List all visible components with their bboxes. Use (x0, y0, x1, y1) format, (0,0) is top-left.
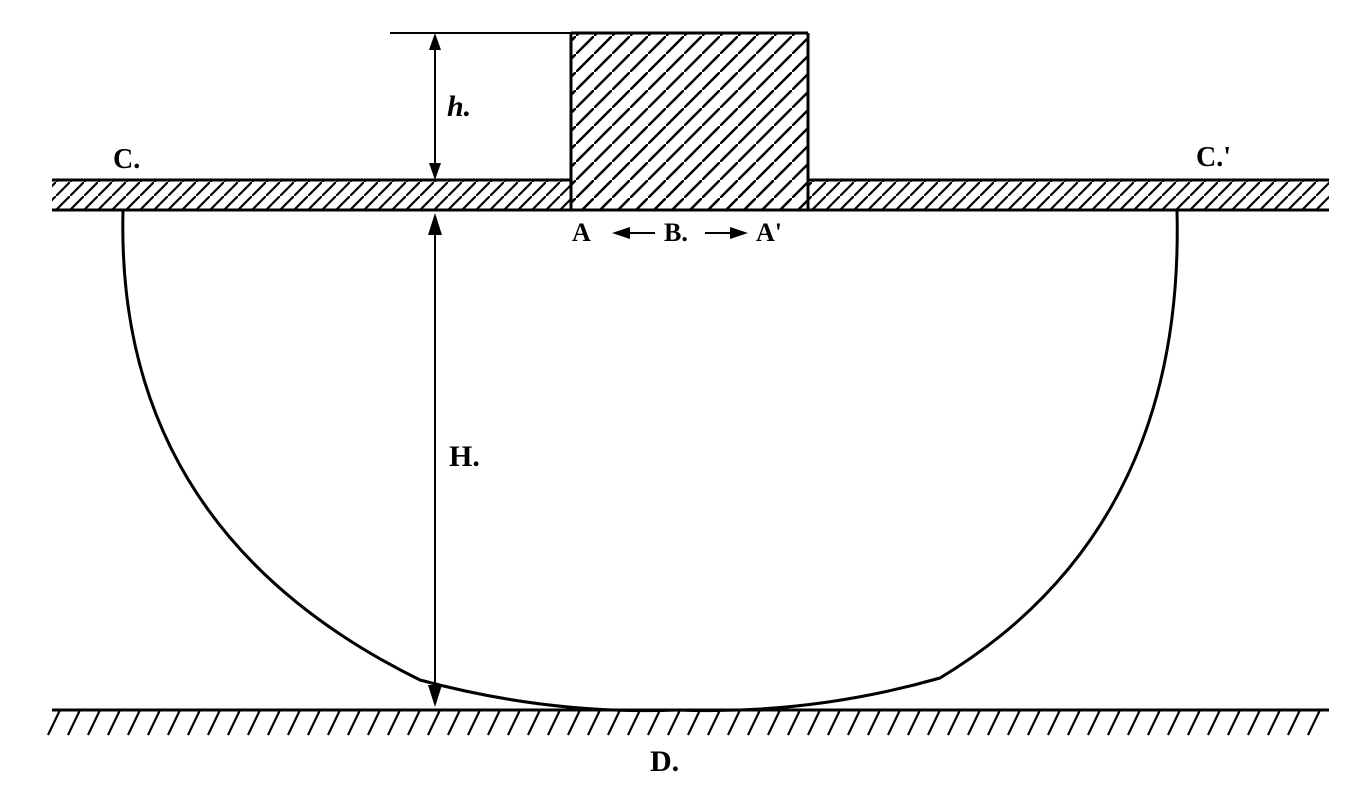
label-H: H. (449, 440, 480, 474)
diagram-svg (0, 0, 1366, 807)
foundation-block (571, 33, 808, 210)
label-B: B. (664, 218, 688, 248)
label-C: C. (113, 144, 140, 176)
lower-ground (48, 710, 1329, 735)
upper-ground-right (808, 180, 1329, 210)
h-dimension-arrow (429, 33, 441, 180)
pressure-bulb-arc (123, 211, 1177, 711)
label-D: D. (650, 745, 679, 779)
label-h: h. (447, 90, 471, 124)
engineering-diagram: C. C.' A A' B. D. h. H. (0, 0, 1366, 807)
upper-ground-left (52, 180, 571, 210)
label-A: A (572, 218, 591, 248)
H-dimension-arrow (428, 213, 442, 707)
label-A-prime: A' (756, 218, 782, 248)
label-C-prime: C.' (1196, 142, 1231, 174)
